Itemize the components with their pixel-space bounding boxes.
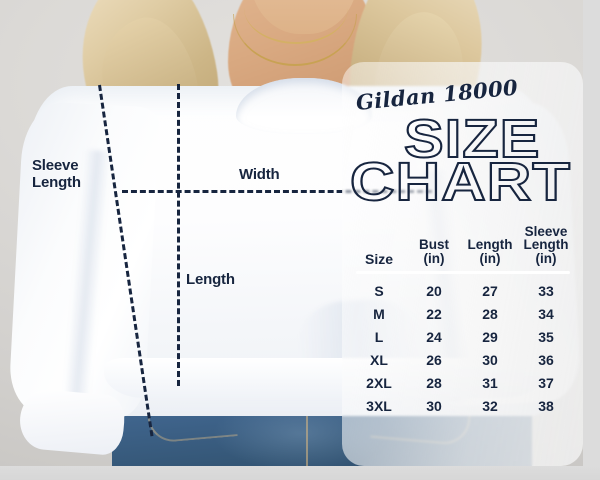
cell-sleeve-length: 38 bbox=[538, 398, 554, 414]
table-row: M 22 28 34 bbox=[352, 303, 574, 326]
cell-bust: 26 bbox=[426, 352, 442, 368]
right-margin-strip bbox=[583, 0, 600, 480]
cell-length: 32 bbox=[482, 398, 498, 414]
cell-sleeve-length: 35 bbox=[538, 329, 554, 345]
cell-length: 27 bbox=[482, 283, 498, 299]
cell-length: 29 bbox=[482, 329, 498, 345]
column-header-sleeve-length-l2: Length bbox=[523, 237, 569, 253]
title-chart: CHART bbox=[349, 152, 572, 212]
column-header-sleeve-length: Sleeve Length (in) bbox=[518, 223, 574, 267]
size-chart-panel: Gildan 18000 SIZE CHART Size Bust (in) L… bbox=[342, 62, 583, 466]
sleeve-length-label: Sleeve Length bbox=[32, 157, 81, 192]
gold-necklace-inner bbox=[244, 8, 348, 44]
cell-length: 30 bbox=[482, 352, 498, 368]
column-header-length: Length (in) bbox=[462, 238, 518, 266]
width-label: Width bbox=[239, 166, 280, 183]
table-divider bbox=[356, 271, 570, 274]
title-size: SIZE bbox=[403, 109, 541, 169]
table-row: 3XL 30 32 38 bbox=[352, 395, 574, 418]
cell-bust: 20 bbox=[426, 283, 442, 299]
cell-size: S bbox=[374, 283, 384, 299]
size-table: Size Bust (in) Length (in) Sleeve Length… bbox=[352, 214, 574, 418]
bottom-margin-strip bbox=[0, 466, 600, 480]
cell-bust: 22 bbox=[426, 306, 442, 322]
table-row: S 20 27 33 bbox=[352, 280, 574, 303]
sweatshirt-cuff-left bbox=[17, 387, 127, 457]
table-body: S 20 27 33 M 22 28 34 L 24 29 35 XL 26 30 36 2XL 28 31 37 3X… bbox=[352, 280, 574, 418]
column-header-size-l2: Size bbox=[364, 250, 393, 267]
table-row: L 24 29 35 bbox=[352, 326, 574, 349]
column-header-sleeve-length-l1: Sleeve bbox=[524, 223, 568, 239]
table-row: 2XL 28 31 37 bbox=[352, 372, 574, 395]
column-header-sleeve-length-unit: (in) bbox=[535, 251, 557, 267]
cell-sleeve-length: 33 bbox=[538, 283, 554, 299]
cell-size: 2XL bbox=[366, 375, 392, 391]
width-guide-line bbox=[122, 190, 432, 193]
cell-sleeve-length: 34 bbox=[538, 306, 554, 322]
column-header-length-unit: (in) bbox=[479, 251, 501, 267]
cell-length: 31 bbox=[482, 375, 498, 391]
column-header-bust-unit: (in) bbox=[423, 251, 445, 267]
cell-bust: 30 bbox=[426, 398, 442, 414]
sleeve-length-label-line2: Length bbox=[32, 173, 81, 191]
cell-sleeve-length: 37 bbox=[538, 375, 554, 391]
jeans-fly-seam bbox=[306, 396, 308, 480]
length-label: Length bbox=[186, 271, 235, 288]
length-guide-line bbox=[177, 84, 180, 386]
cell-size: L bbox=[374, 329, 384, 345]
column-header-length-l2: Length bbox=[467, 237, 513, 253]
column-header-bust-l2: Bust bbox=[419, 237, 449, 253]
column-header-bust: Bust (in) bbox=[406, 238, 462, 266]
column-header-size: Size bbox=[352, 250, 406, 267]
cell-length: 28 bbox=[482, 306, 498, 322]
cell-sleeve-length: 36 bbox=[538, 352, 554, 368]
cell-bust: 28 bbox=[426, 375, 442, 391]
sleeve-length-label-line1: Sleeve bbox=[32, 157, 79, 174]
cell-size: M bbox=[373, 306, 385, 322]
cell-size: XL bbox=[370, 352, 388, 368]
table-row: XL 26 30 36 bbox=[352, 349, 574, 372]
cell-size: 3XL bbox=[366, 398, 392, 414]
table-header-row: Size Bust (in) Length (in) Sleeve Length… bbox=[352, 214, 574, 266]
cell-bust: 24 bbox=[426, 329, 442, 345]
